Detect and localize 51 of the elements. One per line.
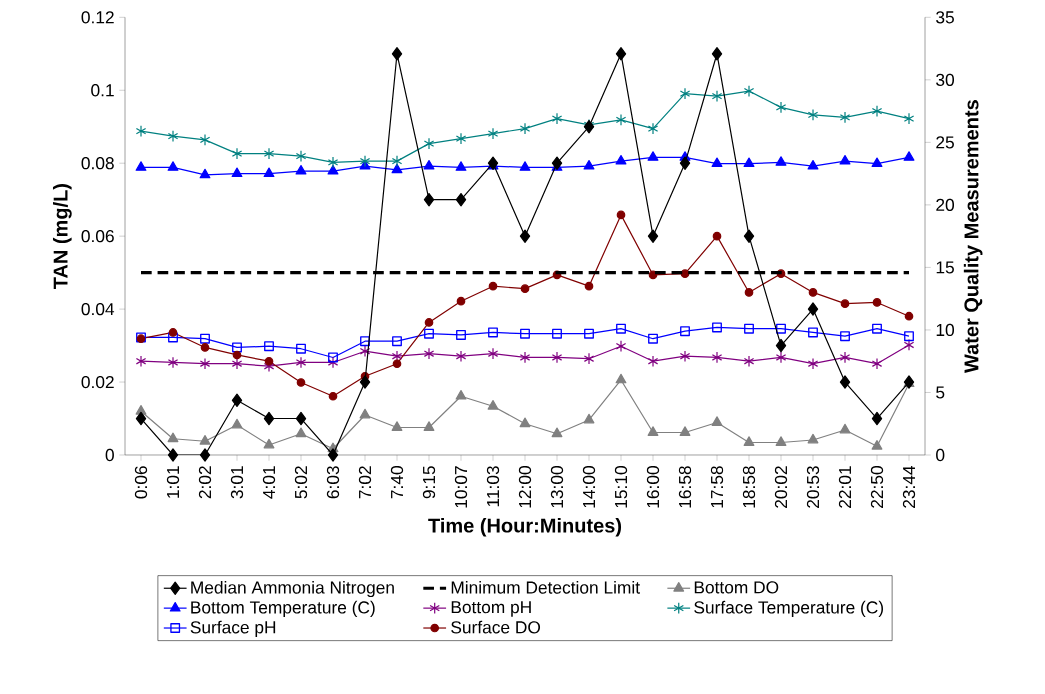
y2-axis-title: Water Quality Measurements [963, 100, 983, 374]
x-tick-label: 14:00 [582, 466, 596, 508]
legend-label: Surface Temperature (C) [694, 600, 884, 618]
x-tick-label: 12:00 [518, 466, 532, 508]
x-tick-label: 16:58 [678, 466, 692, 508]
y2-tick-label: 25 [936, 136, 954, 149]
y-tick-label: 0.02 [81, 375, 114, 389]
y2-tick-label: 35 [936, 11, 954, 24]
x-tick-label: 15:10 [614, 466, 628, 508]
legend-label: Bottom DO [694, 581, 779, 594]
x-tick-label: 17:58 [710, 466, 724, 508]
x-tick-label: 22:50 [870, 466, 884, 508]
x-tick-label: 4:01 [262, 466, 276, 499]
x-tick-label: 20:53 [806, 466, 820, 508]
legend-label: Surface DO [451, 620, 541, 634]
x-tick-label: 22:01 [838, 466, 852, 508]
x-tick-label: 13:00 [550, 466, 564, 508]
y2-tick-label: 15 [936, 261, 954, 274]
x-tick-label: 0:06 [134, 466, 148, 499]
legend-label: Surface pH [190, 620, 276, 637]
x-tick-label: 3:01 [230, 466, 244, 499]
x-tick-label: 7:02 [358, 466, 372, 499]
x-tick-label: 7:40 [390, 466, 404, 499]
x-tick-label: 20:02 [774, 466, 788, 508]
x-tick-label: 18:58 [742, 466, 756, 508]
x-tick-label: 1:01 [166, 466, 180, 498]
y2-tick-label: 5 [936, 386, 945, 399]
x-tick-label: 2:02 [198, 466, 212, 499]
legend-label: Bottom Temperature (C) [191, 600, 375, 618]
x-tick-label: 10:07 [454, 466, 468, 508]
x-tick-label: 5:02 [294, 466, 308, 499]
y2-tick-label: 10 [936, 323, 955, 337]
y2-tick-label: 0 [936, 448, 945, 462]
y-tick-label: 0.04 [81, 302, 115, 316]
y-tick-label: 0.06 [81, 230, 114, 243]
legend-label: Median Ammonia Nitrogen [191, 580, 394, 598]
y2-tick-label: 20 [936, 198, 955, 212]
y-tick-label: 0.08 [81, 157, 114, 170]
x-tick-label: 23:44 [902, 465, 916, 508]
legend-label: Minimum Detection Limit [451, 580, 640, 594]
y2-tick-label: 30 [936, 73, 955, 86]
x-tick-label: 9:15 [422, 466, 436, 499]
x-axis-title: Time (Hour:Minutes) [428, 517, 622, 537]
y-tick-label: 0.1 [91, 84, 114, 97]
y-tick-label: 0 [105, 448, 114, 462]
y-tick-label: 0.12 [81, 11, 114, 24]
legend-label: Bottom pH [451, 601, 531, 617]
y-axis-title: TAN (mg/L) [52, 184, 72, 290]
x-tick-label: 11:03 [486, 466, 500, 507]
x-tick-label: 16:00 [646, 466, 660, 508]
x-tick-label: 6:03 [326, 466, 340, 499]
